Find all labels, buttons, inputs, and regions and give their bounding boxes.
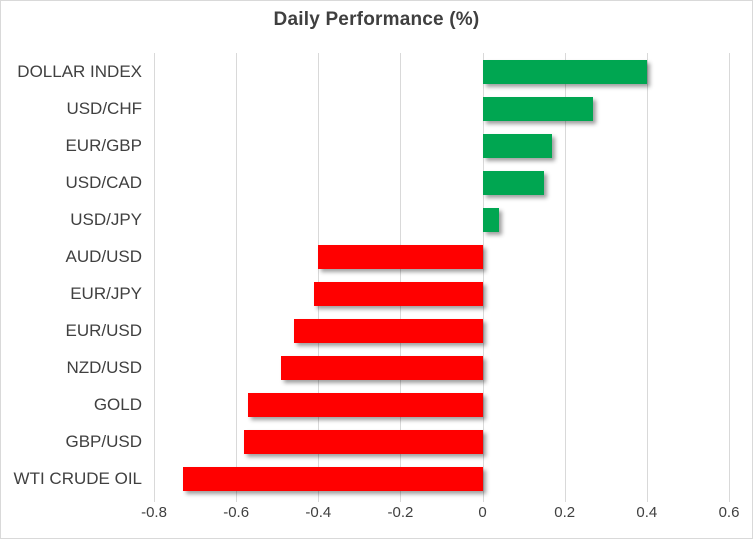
bar-usd-chf (482, 96, 594, 121)
chart-title: Daily Performance (%) (273, 9, 480, 30)
bar-dollar-index (482, 59, 647, 84)
axis-tick (564, 497, 566, 502)
value-axis-labels: -0.8 -0.6 -0.4 -0.2 0 0.2 0.4 0.6 (141, 504, 739, 526)
bar-eur-jpy (314, 281, 483, 306)
plot-area (154, 53, 730, 502)
category-label: USD/CAD (65, 172, 142, 192)
category-label: DOLLAR INDEX (17, 61, 142, 81)
category-label: EUR/GBP (65, 135, 142, 155)
x-tick-label: 0.4 (636, 504, 658, 521)
category-axis-labels: DOLLAR INDEX USD/CHF EUR/GBP USD/CAD USD/JPY… (1, 53, 142, 497)
axis-tick (236, 497, 238, 502)
gridline (400, 53, 402, 497)
x-tick-label: 0.6 (718, 504, 740, 521)
axis-tick (482, 497, 484, 502)
category-label: GOLD (93, 394, 142, 414)
axis-tick (646, 497, 648, 502)
category-label: GBP/USD (65, 431, 142, 451)
x-tick-label: -0.8 (141, 504, 167, 521)
category-label: AUD/USD (65, 246, 142, 266)
bar-gbp-usd (244, 429, 483, 454)
bar-usd-jpy (482, 207, 499, 232)
category-label: USD/JPY (70, 209, 142, 229)
x-tick-label: 0.2 (554, 504, 576, 521)
gridline (318, 53, 320, 497)
axis-tick (154, 497, 155, 502)
x-tick-label: -0.2 (387, 504, 414, 521)
category-label: EUR/JPY (70, 283, 142, 303)
x-tick-label: -0.4 (305, 504, 332, 521)
gridline (564, 53, 566, 497)
bar-wti-crude-oil (182, 466, 483, 491)
category-label: EUR/USD (65, 320, 142, 340)
gridline (154, 53, 155, 497)
x-tick-label: -0.6 (223, 504, 250, 521)
bar-gold (248, 392, 483, 417)
bar-aud-usd (318, 244, 483, 269)
axis-tick (318, 497, 320, 502)
bar-usd-cad (482, 170, 545, 195)
bar-nzd-usd (281, 355, 483, 380)
gridline (482, 53, 484, 497)
category-label: NZD/USD (66, 357, 142, 377)
gridline (236, 53, 238, 497)
gridline (729, 53, 730, 497)
x-tick-label: 0 (478, 504, 487, 521)
bar-eur-gbp (482, 133, 553, 158)
bar-eur-usd (293, 318, 483, 343)
category-label: USD/CHF (66, 98, 142, 118)
gridline (646, 53, 648, 497)
category-label: WTI CRUDE OIL (13, 468, 142, 488)
axis-tick (729, 497, 730, 502)
axis-tick (400, 497, 402, 502)
